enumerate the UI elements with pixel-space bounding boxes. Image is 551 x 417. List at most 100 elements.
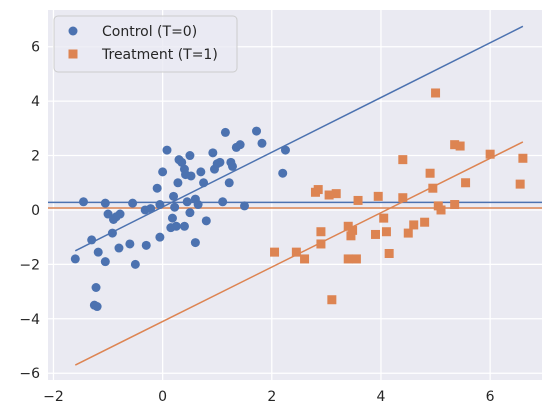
control-point xyxy=(220,127,230,137)
data-points xyxy=(70,88,528,312)
x-tick-label: 6 xyxy=(486,389,495,405)
treatment-point xyxy=(373,191,383,201)
treatment-point xyxy=(409,220,419,230)
y-tick-label: 2 xyxy=(31,149,40,165)
control-point xyxy=(227,161,237,171)
control-point xyxy=(146,204,156,214)
treatment-point xyxy=(428,183,438,193)
legend-marker-control xyxy=(68,26,78,36)
control-point xyxy=(141,240,151,250)
control-point xyxy=(103,209,113,219)
control-point xyxy=(167,213,177,223)
treatment-point xyxy=(381,227,391,237)
legend: Control (T=0) Treatment (T=1) xyxy=(53,15,238,73)
control-point xyxy=(162,145,172,155)
control-point xyxy=(100,198,110,208)
control-point xyxy=(177,157,187,167)
control-point xyxy=(170,202,180,212)
y-tick-label: 4 xyxy=(31,94,40,110)
control-point xyxy=(173,178,183,188)
control-point xyxy=(182,197,192,207)
control-point xyxy=(171,221,181,231)
control-regression-line xyxy=(74,25,524,252)
treatment-point xyxy=(270,247,280,257)
treatment-point xyxy=(461,178,471,188)
treatment-point xyxy=(313,185,323,195)
treatment-point xyxy=(346,231,356,241)
legend-marker-treatment xyxy=(68,49,78,59)
treatment-point xyxy=(455,141,465,151)
treatment-point xyxy=(436,205,446,215)
control-point xyxy=(91,283,101,292)
control-point xyxy=(252,126,262,136)
control-point xyxy=(185,208,195,218)
control-point xyxy=(115,209,125,219)
treatment-point xyxy=(379,213,389,223)
control-point xyxy=(235,140,245,150)
control-point xyxy=(196,167,206,177)
treatment-point xyxy=(398,193,408,203)
control-point xyxy=(93,247,103,257)
control-point xyxy=(107,228,117,238)
control-point xyxy=(87,235,97,245)
control-point xyxy=(152,183,162,193)
control-point xyxy=(155,200,165,210)
control-point xyxy=(158,167,168,177)
y-tick-label: −2 xyxy=(19,257,40,273)
control-point xyxy=(280,145,290,155)
control-point xyxy=(218,197,228,207)
control-point xyxy=(100,257,110,267)
control-point xyxy=(169,191,179,201)
control-point xyxy=(190,238,200,248)
x-tick-label: −2 xyxy=(43,389,64,405)
treatment-point xyxy=(450,140,460,150)
control-point xyxy=(185,151,195,161)
treatment-point xyxy=(450,200,460,210)
y-tick-label: −4 xyxy=(19,312,40,328)
treatment-point xyxy=(291,247,301,257)
control-point xyxy=(240,201,250,211)
treatment-point xyxy=(384,248,394,258)
control-point xyxy=(278,168,288,178)
control-point xyxy=(201,216,211,226)
treatment-point xyxy=(485,149,495,159)
control-point xyxy=(215,157,225,167)
treatment-point xyxy=(371,229,381,239)
treatment-point xyxy=(398,155,408,165)
treatment-point xyxy=(351,254,361,264)
x-tick-label: 4 xyxy=(377,389,386,405)
control-point xyxy=(125,239,135,249)
treatment-point xyxy=(324,190,334,200)
treatment-point xyxy=(348,225,358,235)
treatment-point xyxy=(331,189,341,199)
x-tick-label: 0 xyxy=(158,389,167,405)
control-point xyxy=(199,178,209,188)
legend-box xyxy=(53,15,238,73)
treatment-point xyxy=(403,228,413,238)
control-point xyxy=(130,259,140,269)
control-point xyxy=(92,302,102,312)
control-point xyxy=(208,148,218,158)
legend-label-treatment: Treatment (T=1) xyxy=(101,47,218,63)
grid xyxy=(48,10,542,380)
control-point xyxy=(78,197,88,207)
treatment-point xyxy=(316,239,326,249)
treatment-point xyxy=(425,168,435,178)
control-point xyxy=(179,221,189,231)
treatment-point xyxy=(343,254,353,264)
control-point xyxy=(257,138,267,148)
treatment-point xyxy=(518,153,528,163)
treatment-point xyxy=(300,254,310,264)
treatment-point xyxy=(353,195,363,205)
legend-label-control: Control (T=0) xyxy=(102,24,197,40)
control-point xyxy=(186,171,196,181)
y-tick-label: 6 xyxy=(31,40,40,56)
y-tick-label: −6 xyxy=(19,366,40,382)
control-point xyxy=(155,232,165,242)
treatment-point xyxy=(327,295,337,305)
y-tick-label: 0 xyxy=(31,203,40,219)
control-point xyxy=(70,254,80,264)
tick-labels: −2 0 2 4 6 −6 −4 −2 0 2 4 6 xyxy=(19,40,494,405)
control-point xyxy=(128,198,138,208)
x-tick-label: 2 xyxy=(267,389,276,405)
